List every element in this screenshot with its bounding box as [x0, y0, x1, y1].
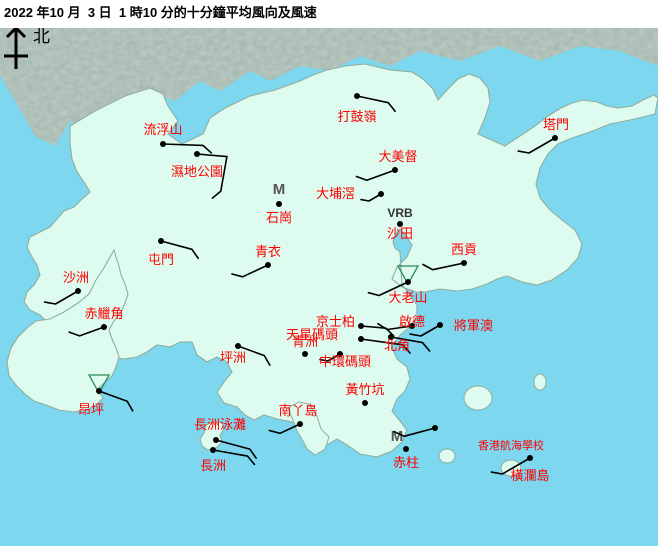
svg-text:VRB: VRB [387, 206, 413, 220]
svg-text:M: M [391, 428, 404, 445]
svg-text:M: M [273, 181, 286, 198]
svg-text:長洲泳灘: 長洲泳灘 [194, 417, 246, 432]
svg-text:南丫島: 南丫島 [278, 403, 317, 418]
svg-text:西貢: 西貢 [451, 242, 477, 257]
svg-text:昂坪: 昂坪 [78, 402, 104, 417]
svg-text:長洲: 長洲 [200, 458, 226, 473]
svg-text:沙田: 沙田 [387, 226, 413, 241]
svg-text:北: 北 [33, 28, 50, 46]
svg-text:坪洲: 坪洲 [220, 350, 246, 365]
svg-text:青衣: 青衣 [255, 244, 281, 259]
svg-text:塔門: 塔門 [543, 117, 569, 132]
svg-text:沙洲: 沙洲 [63, 270, 89, 285]
svg-text:打鼓嶺: 打鼓嶺 [337, 109, 376, 124]
svg-text:屯門: 屯門 [148, 252, 174, 267]
svg-text:赤柱: 赤柱 [393, 455, 419, 470]
svg-text:將軍澳: 將軍澳 [454, 318, 493, 333]
svg-text:青洲: 青洲 [292, 334, 318, 349]
svg-text:啟德: 啟德 [399, 314, 425, 329]
svg-text:橫瀾島: 橫瀾島 [510, 468, 549, 483]
svg-text:大老山: 大老山 [388, 290, 427, 305]
svg-text:赤鱲角: 赤鱲角 [84, 306, 123, 321]
svg-text:大美督: 大美督 [378, 149, 417, 164]
svg-text:石崗: 石崗 [266, 210, 292, 225]
svg-text:大埔滘: 大埔滘 [316, 186, 355, 201]
svg-text:濕地公園: 濕地公園 [171, 164, 223, 179]
svg-text:北角: 北角 [384, 338, 410, 353]
svg-text:黃竹坑: 黃竹坑 [345, 382, 384, 397]
svg-text:流浮山: 流浮山 [143, 122, 182, 137]
svg-text:香港航海學校: 香港航海學校 [478, 438, 544, 452]
svg-text:中環碼頭: 中環碼頭 [319, 354, 371, 369]
